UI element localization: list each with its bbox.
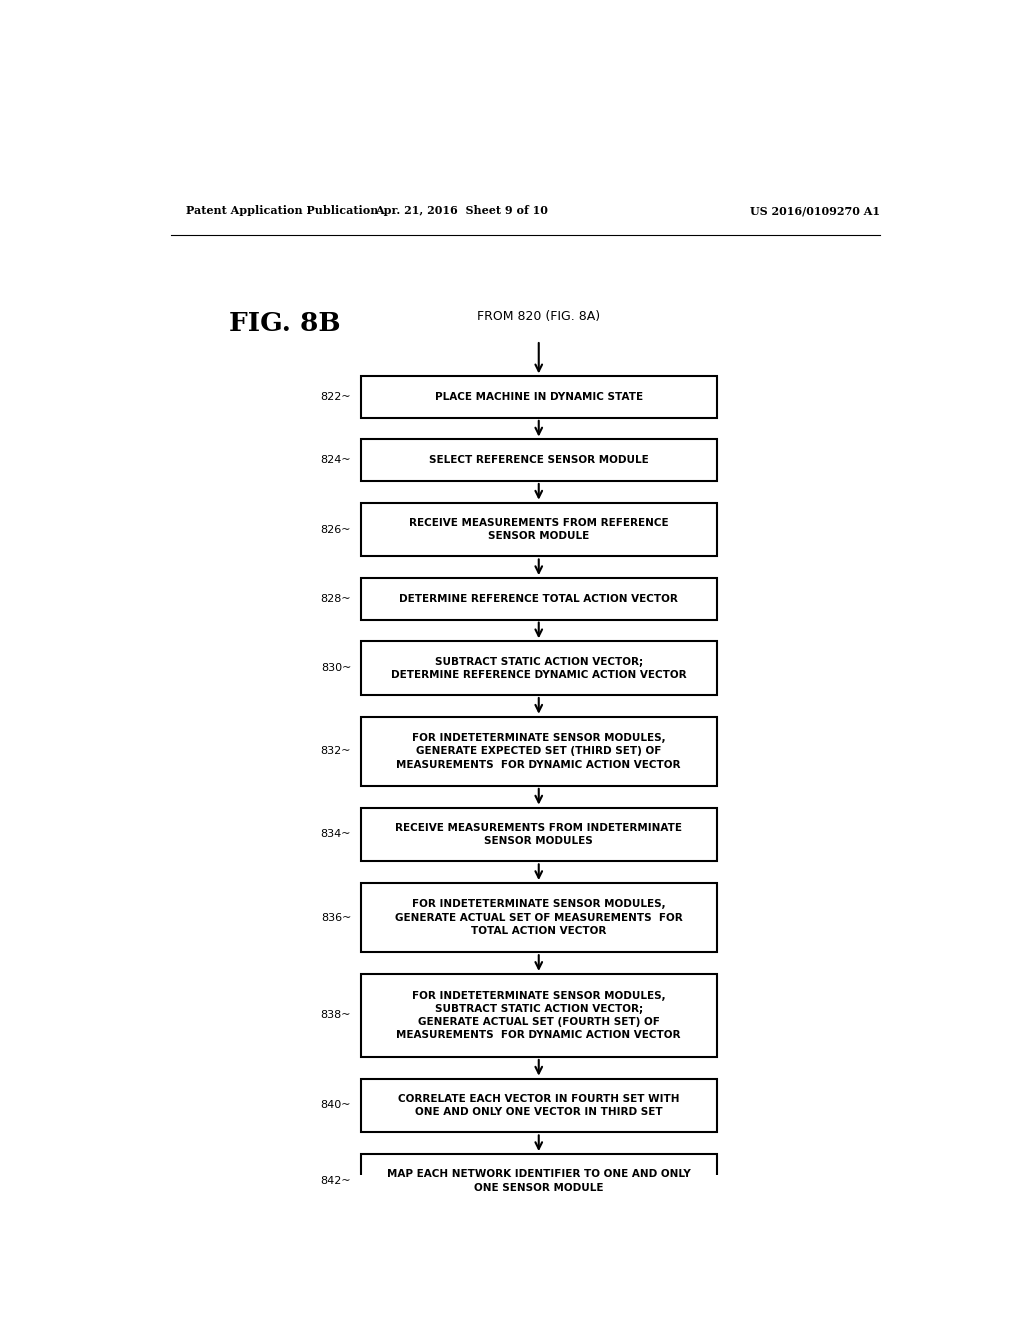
Text: 838~: 838~ (321, 1010, 351, 1020)
Text: 832~: 832~ (321, 746, 351, 756)
Text: Patent Application Publication: Patent Application Publication (186, 205, 379, 216)
Text: FOR INDETETERMINATE SENSOR MODULES,
GENERATE ACTUAL SET OF MEASUREMENTS  FOR
TOT: FOR INDETETERMINATE SENSOR MODULES, GENE… (395, 899, 683, 936)
Text: 822~: 822~ (321, 392, 351, 403)
Text: FOR INDETETERMINATE SENSOR MODULES,
SUBTRACT STATIC ACTION VECTOR;
GENERATE ACTU: FOR INDETETERMINATE SENSOR MODULES, SUBT… (396, 990, 681, 1040)
Text: MAP EACH NETWORK IDENTIFIER TO ONE AND ONLY
ONE SENSOR MODULE: MAP EACH NETWORK IDENTIFIER TO ONE AND O… (387, 1170, 690, 1192)
Bar (360, 1154, 717, 1208)
Bar (360, 578, 717, 619)
Text: CORRELATE EACH VECTOR IN FOURTH SET WITH
ONE AND ONLY ONE VECTOR IN THIRD SET: CORRELATE EACH VECTOR IN FOURTH SET WITH… (398, 1094, 680, 1117)
Bar (360, 808, 717, 862)
Text: 834~: 834~ (321, 829, 351, 840)
Text: 824~: 824~ (321, 455, 351, 465)
Bar (360, 440, 717, 480)
Text: 830~: 830~ (321, 663, 351, 673)
Text: DETERMINE REFERENCE TOTAL ACTION VECTOR: DETERMINE REFERENCE TOTAL ACTION VECTOR (399, 594, 678, 603)
Text: 826~: 826~ (321, 524, 351, 535)
Text: FIG. 8B: FIG. 8B (228, 312, 340, 337)
Text: Apr. 21, 2016  Sheet 9 of 10: Apr. 21, 2016 Sheet 9 of 10 (375, 205, 548, 216)
Text: 836~: 836~ (321, 912, 351, 923)
Bar (360, 642, 717, 696)
Text: SUBTRACT STATIC ACTION VECTOR;
DETERMINE REFERENCE DYNAMIC ACTION VECTOR: SUBTRACT STATIC ACTION VECTOR; DETERMINE… (391, 656, 686, 680)
Text: FROM 820 (FIG. 8A): FROM 820 (FIG. 8A) (477, 310, 600, 323)
Text: FOR INDETETERMINATE SENSOR MODULES,
GENERATE EXPECTED SET (THIRD SET) OF
MEASURE: FOR INDETETERMINATE SENSOR MODULES, GENE… (396, 733, 681, 770)
Bar (360, 503, 717, 557)
Bar (360, 974, 717, 1057)
Text: 840~: 840~ (321, 1101, 351, 1110)
Text: RECEIVE MEASUREMENTS FROM INDETERMINATE
SENSOR MODULES: RECEIVE MEASUREMENTS FROM INDETERMINATE … (395, 822, 682, 846)
Text: PLACE MACHINE IN DYNAMIC STATE: PLACE MACHINE IN DYNAMIC STATE (434, 392, 643, 403)
Bar (360, 717, 717, 785)
Bar (360, 1078, 717, 1133)
Text: RECEIVE MEASUREMENTS FROM REFERENCE
SENSOR MODULE: RECEIVE MEASUREMENTS FROM REFERENCE SENS… (409, 517, 669, 541)
Bar (360, 883, 717, 952)
Text: US 2016/0109270 A1: US 2016/0109270 A1 (750, 205, 880, 216)
Text: 828~: 828~ (321, 594, 351, 603)
Text: 842~: 842~ (321, 1176, 351, 1185)
Text: SELECT REFERENCE SENSOR MODULE: SELECT REFERENCE SENSOR MODULE (429, 455, 648, 465)
Bar (360, 376, 717, 418)
